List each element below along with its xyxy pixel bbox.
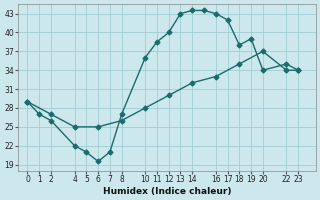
X-axis label: Humidex (Indice chaleur): Humidex (Indice chaleur) [103, 187, 231, 196]
